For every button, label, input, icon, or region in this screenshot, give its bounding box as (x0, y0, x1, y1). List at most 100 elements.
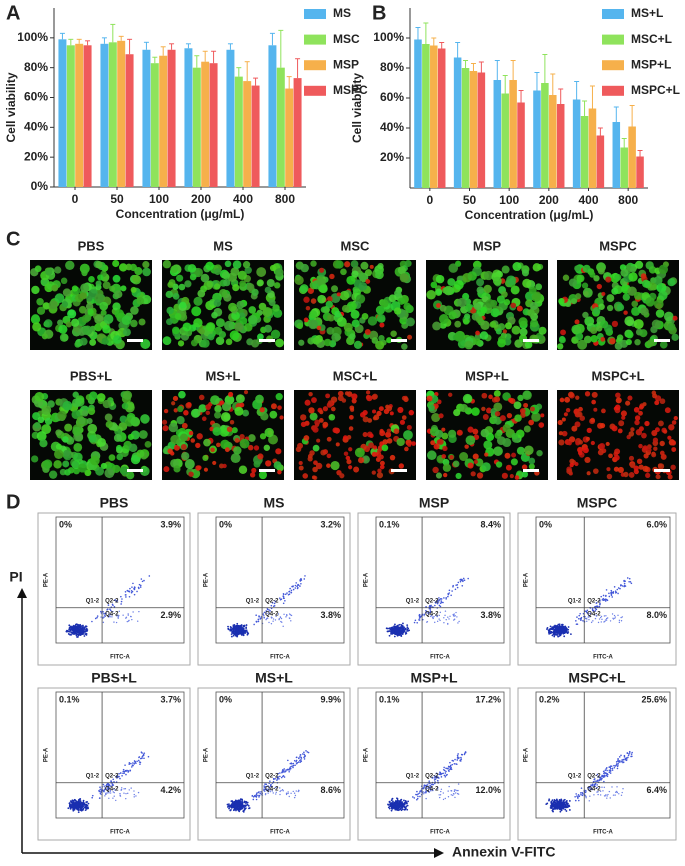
event-dot (588, 615, 590, 617)
dead-cell (605, 441, 610, 447)
live-cell (655, 309, 665, 318)
event-dot (611, 596, 614, 598)
dead-cell (634, 419, 640, 426)
live-cell (535, 283, 543, 291)
live-cell (639, 329, 648, 338)
live-cell (628, 272, 638, 282)
live-cell (31, 314, 40, 323)
plot-frame (37, 512, 191, 666)
live-cell (671, 333, 679, 342)
live-cell (528, 463, 535, 470)
event-dot (115, 799, 117, 802)
live-cell (87, 407, 96, 415)
event-dot (617, 587, 620, 589)
event-dot (126, 620, 128, 623)
bar (414, 39, 422, 188)
event-dot (620, 584, 622, 586)
bar (501, 93, 509, 188)
event-dot (126, 589, 129, 592)
live-cell (62, 436, 69, 443)
live-cell (269, 264, 277, 272)
plot-axes (215, 691, 345, 819)
event-dot (257, 791, 260, 794)
live-cell (354, 447, 365, 458)
event-dot (449, 615, 451, 617)
plot-axes (55, 516, 185, 644)
event-dot (390, 803, 393, 806)
event-dot (456, 759, 459, 761)
event-dot (236, 807, 239, 810)
event-dot (133, 587, 135, 590)
live-cell (475, 316, 484, 324)
dead-cell (606, 467, 611, 472)
live-cell (294, 275, 304, 286)
event-dot (292, 790, 294, 793)
event-dot (420, 789, 422, 792)
event-dot (558, 629, 561, 631)
live-cell (39, 439, 48, 448)
event-dot (460, 753, 463, 756)
image-title: MS+L (205, 368, 240, 383)
bar (612, 122, 621, 188)
event-dot (279, 775, 281, 778)
event-dot (113, 795, 115, 797)
event-dot (556, 627, 559, 630)
event-dot (398, 630, 401, 632)
live-cell (510, 285, 520, 295)
event-dot (391, 630, 394, 633)
dead-cell (371, 470, 376, 475)
live-cell (86, 417, 93, 425)
event-dot (406, 808, 409, 811)
live-cell (178, 283, 186, 291)
event-dot (112, 604, 114, 607)
event-dot (567, 802, 569, 805)
event-dot (132, 611, 134, 613)
error-bar (269, 32, 275, 46)
x-tick-label: 400 (233, 192, 253, 206)
event-dot (439, 602, 442, 605)
live-cell (33, 422, 41, 429)
event-dot (255, 793, 258, 796)
event-dot (450, 594, 452, 597)
live-cell (197, 289, 206, 298)
event-dot (401, 808, 404, 811)
event-dot (613, 586, 616, 588)
event-dot (606, 617, 609, 619)
event-dot (425, 792, 427, 794)
legend-label: MSP (333, 57, 359, 71)
error-bar (439, 42, 445, 49)
event-dot (392, 800, 394, 803)
event-dot (391, 632, 394, 635)
event-dot (236, 622, 239, 625)
dead-cell (171, 401, 176, 406)
dead-cell (584, 391, 591, 397)
live-cell (397, 266, 406, 275)
event-dot (445, 767, 447, 770)
live-cell (237, 270, 247, 280)
dead-cell (188, 430, 194, 436)
event-dot (279, 790, 281, 793)
dead-cell (303, 317, 309, 323)
event-dot (242, 810, 245, 813)
plot-title: MSPC+L (568, 670, 626, 686)
event-dot (287, 792, 289, 795)
event-dot (596, 605, 599, 607)
dead-cell (621, 415, 626, 420)
event-dot (300, 757, 303, 759)
live-cell (524, 340, 533, 349)
live-cell (214, 268, 222, 276)
event-dot (614, 590, 617, 593)
dead-cell (617, 428, 623, 434)
event-dot (74, 629, 77, 632)
event-dot (438, 598, 441, 601)
live-cell (72, 426, 82, 436)
dead-cell (615, 397, 622, 404)
event-dot (257, 794, 259, 797)
live-cell (244, 323, 253, 332)
plot-x-axis: FITC-A (270, 830, 290, 836)
event-dot (418, 613, 421, 616)
event-dot (130, 762, 132, 765)
live-cell (527, 309, 535, 317)
live-cell (574, 265, 581, 272)
live-cell (65, 321, 72, 328)
